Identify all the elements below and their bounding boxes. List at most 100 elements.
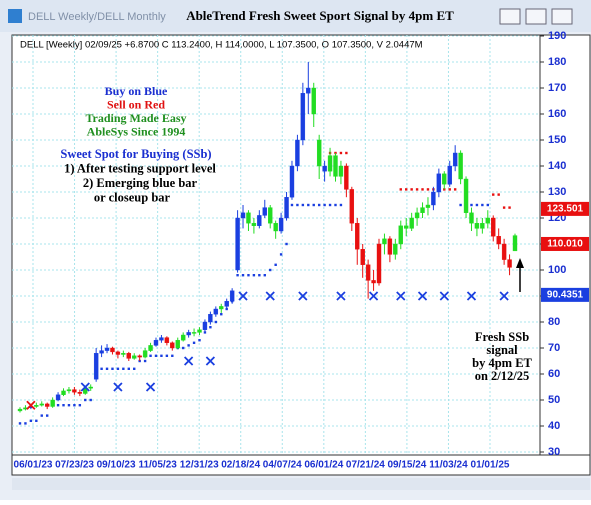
candle-body bbox=[295, 139, 300, 167]
candle-body bbox=[208, 314, 213, 323]
resistance-dot bbox=[410, 188, 413, 191]
candle-body bbox=[425, 204, 431, 208]
y-tick-label: 80 bbox=[548, 316, 560, 328]
support-dot bbox=[143, 359, 147, 363]
ssb-mark bbox=[336, 291, 346, 301]
support-dot bbox=[339, 203, 343, 207]
candle-body bbox=[344, 165, 349, 190]
x-tick-label: 07/21/24 bbox=[346, 460, 385, 471]
support-dot bbox=[334, 203, 337, 207]
ssb-mark bbox=[265, 291, 275, 301]
resistance-dot bbox=[492, 193, 495, 196]
y-tick-label: 150 bbox=[548, 134, 566, 146]
candle-body bbox=[77, 392, 83, 394]
candle-body bbox=[213, 308, 219, 315]
support-dot bbox=[160, 354, 163, 357]
support-dot bbox=[62, 404, 65, 407]
legend-line: AbleSys Since 1994 bbox=[87, 124, 186, 138]
candle-body bbox=[55, 394, 61, 401]
support-dot bbox=[18, 422, 22, 425]
candle-body bbox=[175, 340, 180, 349]
candle-body bbox=[235, 217, 240, 271]
support-dot bbox=[301, 203, 305, 207]
candle-body bbox=[365, 264, 371, 281]
candle-body bbox=[458, 152, 463, 180]
candle-body bbox=[224, 301, 229, 307]
y-tick-label: 180 bbox=[548, 56, 566, 68]
support-dot bbox=[209, 326, 212, 329]
candle-body bbox=[268, 207, 273, 224]
candle-body bbox=[72, 389, 77, 393]
candle-body bbox=[311, 87, 316, 115]
support-dot bbox=[133, 367, 136, 370]
candle-body bbox=[83, 388, 88, 394]
support-dot bbox=[78, 404, 82, 407]
candle-body bbox=[376, 243, 382, 284]
note-line: 2) Emerging blue bar bbox=[83, 176, 198, 190]
callout-arrowhead bbox=[516, 258, 524, 268]
candle-body bbox=[480, 222, 485, 229]
close-button[interactable] bbox=[551, 8, 573, 25]
legend-line: Buy on Blue bbox=[105, 84, 168, 98]
candle-body bbox=[507, 259, 512, 268]
tab-label[interactable]: DELL Weekly/DELL Monthly bbox=[28, 11, 166, 23]
candle-body bbox=[355, 222, 360, 250]
ssb-mark bbox=[26, 400, 36, 410]
resistance-dot bbox=[497, 193, 500, 196]
candle-body bbox=[115, 351, 121, 355]
minimize-button[interactable] bbox=[499, 8, 521, 25]
support-dot bbox=[470, 203, 473, 207]
support-dot bbox=[122, 367, 125, 370]
candle-body bbox=[170, 342, 175, 349]
price-tag-label: 90.4351 bbox=[547, 290, 584, 301]
note-line: Sweet Spot for Buying (SSb) bbox=[60, 147, 211, 161]
support-dot bbox=[279, 253, 283, 256]
support-dot bbox=[56, 404, 60, 407]
ssb-mark bbox=[113, 382, 123, 392]
support-dot bbox=[459, 203, 462, 207]
resistance-dot bbox=[339, 151, 343, 155]
candle-body bbox=[132, 355, 137, 359]
x-tick-label: 09/10/23 bbox=[97, 460, 136, 471]
support-dot bbox=[323, 203, 326, 207]
resistance-dot bbox=[426, 188, 430, 191]
candle-body bbox=[273, 222, 278, 232]
scrollbar[interactable] bbox=[12, 478, 590, 490]
x-tick-label: 09/15/24 bbox=[387, 460, 426, 471]
support-dot bbox=[198, 339, 201, 342]
maximize-button[interactable] bbox=[525, 8, 547, 25]
candle-body bbox=[491, 217, 496, 237]
support-dot bbox=[192, 341, 196, 344]
support-dot bbox=[296, 203, 299, 207]
support-dot bbox=[24, 422, 27, 425]
note-line: 1) After testing support level bbox=[64, 161, 216, 175]
x-tick-label: 06/01/23 bbox=[14, 460, 53, 471]
candle-body bbox=[159, 337, 164, 341]
candle-body bbox=[142, 350, 148, 358]
app-icon bbox=[8, 9, 22, 23]
y-tick-label: 70 bbox=[548, 342, 560, 354]
candle-body bbox=[338, 165, 344, 177]
price-tag bbox=[541, 236, 589, 251]
y-tick-label: 100 bbox=[548, 264, 566, 276]
plot-area bbox=[11, 34, 541, 456]
y-tick-label: 190 bbox=[548, 30, 566, 42]
support-dot bbox=[312, 203, 315, 207]
candle-body bbox=[202, 321, 208, 331]
candle-body bbox=[251, 222, 257, 226]
support-dot bbox=[285, 242, 288, 246]
candle-body bbox=[93, 353, 99, 380]
candle-body bbox=[398, 225, 403, 245]
candle-body bbox=[512, 235, 518, 252]
window-title: AbleTrend Fresh Sweet Sport Signal by 4p… bbox=[186, 8, 454, 23]
candle-body bbox=[39, 403, 44, 406]
candle-body bbox=[180, 334, 186, 341]
support-dot bbox=[481, 203, 484, 207]
y-tick-label: 170 bbox=[548, 82, 566, 94]
candle-body bbox=[485, 217, 491, 224]
candle-body bbox=[289, 165, 295, 198]
y-tick-label: 140 bbox=[548, 160, 566, 172]
candle-body bbox=[333, 155, 338, 177]
candle-body bbox=[99, 350, 104, 354]
